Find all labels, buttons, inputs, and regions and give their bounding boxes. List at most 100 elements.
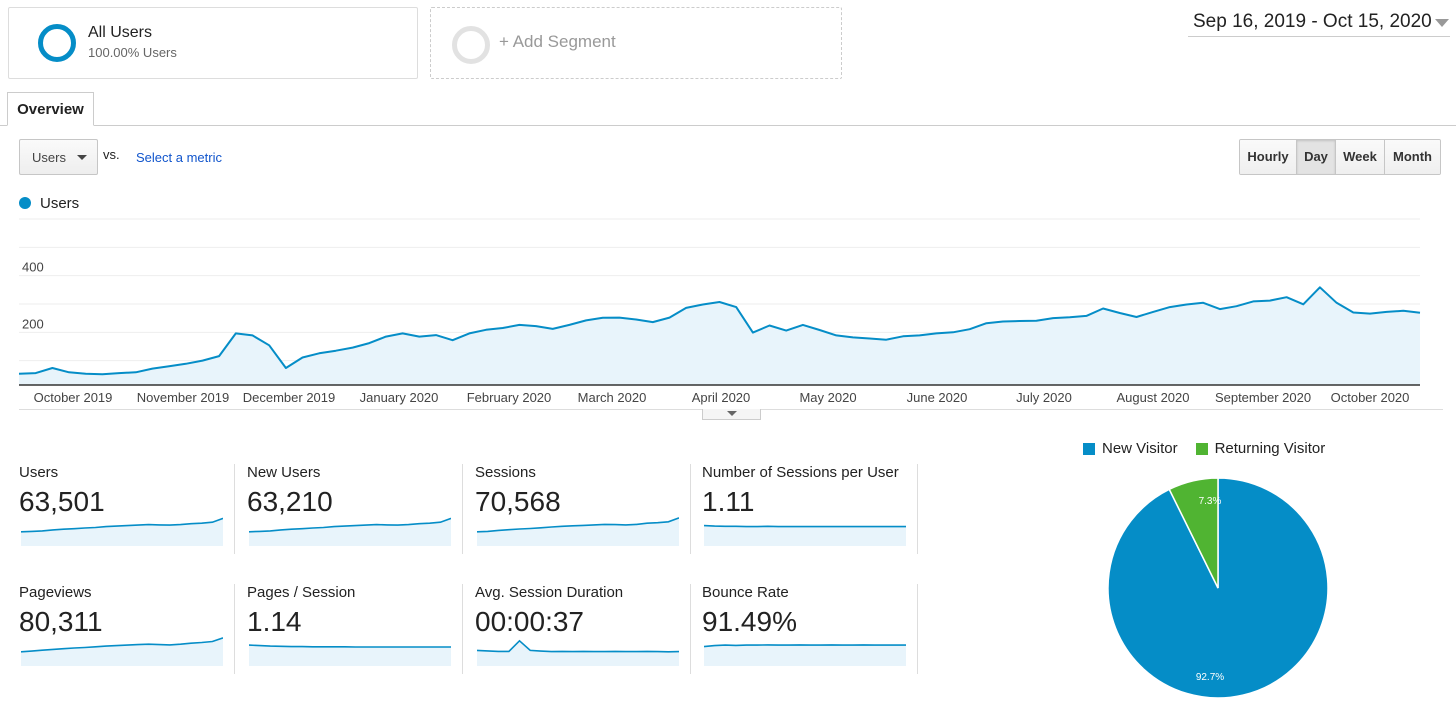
metric-tile[interactable]: Users 63,501: [19, 464, 247, 558]
metric-sparkline: [21, 637, 223, 666]
users-legend-label: Users: [40, 195, 80, 212]
tab-bar-divider: [0, 125, 1456, 126]
x-tick-label: November 2019: [137, 390, 230, 405]
empty-segment-circle-icon: [452, 26, 490, 64]
metric-sparkline: [249, 517, 451, 546]
tile-separator: [234, 584, 235, 674]
pie-legend-label: Returning Visitor: [1214, 440, 1326, 457]
metric-sparkline: [704, 644, 906, 666]
metric-tile[interactable]: Pages / Session 1.14: [247, 584, 475, 678]
x-tick-label: August 2020: [1116, 390, 1189, 405]
add-segment-button[interactable]: + Add Segment: [430, 7, 842, 79]
granularity-hourly-button[interactable]: Hourly: [1240, 140, 1296, 174]
metric-label: Users: [19, 464, 59, 481]
sparkline-area: [477, 517, 679, 546]
users-series-line: [18, 286, 1421, 376]
pie-slice-returning-visitor: [1168, 477, 1219, 589]
sparkline-area: [477, 640, 679, 666]
pie-legend: New Visitor Returning Visitor: [1083, 440, 1325, 457]
chart-y-axis: 200 400 600: [22, 215, 44, 331]
tile-separator: [462, 584, 463, 674]
chart-x-axis: October 2019 November 2019 December 2019 Ja…: [34, 390, 1410, 405]
sparkline-line: [249, 517, 451, 533]
sparkline-area: [249, 518, 451, 546]
metric-tile[interactable]: Pageviews 80,311: [19, 584, 247, 678]
granularity-week-button[interactable]: Week: [1335, 140, 1384, 174]
visitor-type-pie-chart[interactable]: 92.7% 7.3%: [1098, 470, 1338, 705]
x-tick-label: October 2020: [1331, 390, 1410, 405]
pie-legend-label: New Visitor: [1102, 440, 1178, 457]
metric-label: Sessions: [475, 464, 536, 481]
tile-separator: [917, 464, 918, 554]
metric-tile[interactable]: Bounce Rate 91.49%: [702, 584, 930, 678]
add-segment-label: + Add Segment: [499, 32, 616, 51]
metric-tile[interactable]: Number of Sessions per User 1.11: [702, 464, 930, 558]
x-tick-label: June 2020: [907, 390, 968, 405]
y-tick-label: 600: [22, 215, 44, 218]
sparkline-area: [704, 525, 906, 546]
metric-label: Avg. Session Duration: [475, 584, 624, 601]
metric-label: Pageviews: [19, 584, 92, 601]
sparkline-line: [21, 517, 223, 533]
metric-value: 1.11: [702, 486, 755, 517]
sparkline-line: [477, 517, 679, 533]
metric-sparkline: [704, 524, 906, 546]
tile-separator: [690, 584, 691, 674]
x-tick-label: February 2020: [467, 390, 552, 405]
caret-down-icon: [727, 411, 737, 416]
granularity-month-button[interactable]: Month: [1384, 140, 1440, 174]
x-tick-label: July 2020: [1016, 390, 1072, 405]
metric-tile[interactable]: New Users 63,210: [247, 464, 475, 558]
granularity-toggle: Hourly Day Week Month: [1239, 139, 1441, 175]
y-tick-label: 200: [22, 316, 44, 331]
sparkline-line: [21, 637, 223, 653]
expand-chart-handle[interactable]: [702, 409, 761, 420]
metric-tile[interactable]: Sessions 70,568: [475, 464, 703, 558]
metric-value: 63,501: [19, 486, 105, 517]
x-tick-label: January 2020: [360, 390, 439, 405]
metric-value: 91.49%: [702, 606, 797, 637]
metric-select-value: Users: [32, 150, 66, 165]
metric-sparkline: [249, 644, 451, 666]
metric-value: 00:00:37: [475, 606, 584, 637]
metric-select[interactable]: Users: [19, 139, 98, 175]
sparkline-area: [21, 518, 223, 546]
metric-sparkline: [477, 517, 679, 546]
metric-label: Number of Sessions per User: [702, 464, 899, 481]
metric-label: New Users: [247, 464, 321, 481]
metric-tile[interactable]: Avg. Session Duration 00:00:37: [475, 584, 703, 678]
x-tick-label: October 2019: [34, 390, 113, 405]
pie-label-new-visitor: 92.7%: [1196, 672, 1224, 683]
date-range-picker[interactable]: Sep 16, 2019 - Oct 15, 2020: [1188, 9, 1450, 37]
caret-down-icon: [77, 155, 87, 160]
tile-separator: [917, 584, 918, 674]
sparkline-line: [704, 644, 906, 648]
y-tick-label: 400: [22, 260, 44, 275]
tile-separator: [462, 464, 463, 554]
vs-label: vs.: [103, 147, 120, 162]
segment-circle-icon: [38, 24, 76, 62]
segment-title: All Users: [88, 24, 153, 41]
pie-label-returning-visitor: 7.3%: [1199, 496, 1222, 507]
tab-overview[interactable]: Overview: [7, 92, 94, 126]
segment-all-users[interactable]: All Users 100.00% Users: [8, 7, 418, 79]
metric-value: 63,210: [247, 486, 333, 517]
sparkline-line: [704, 524, 906, 528]
returning-visitor-swatch: [1195, 442, 1208, 455]
sparkline-line: [249, 644, 451, 648]
granularity-day-button[interactable]: Day: [1296, 140, 1335, 174]
metric-label: Bounce Rate: [702, 584, 789, 601]
sparkline-area: [249, 645, 451, 666]
metric-value: 1.14: [247, 606, 302, 637]
select-metric-link[interactable]: Select a metric: [136, 150, 222, 165]
pie-legend-new-visitor: New Visitor: [1083, 440, 1178, 457]
segment-subtitle: 100.00% Users: [88, 45, 177, 60]
users-line-chart[interactable]: 200 400 600 October 2019 November 2019 Decem…: [0, 215, 1456, 410]
x-tick-label: December 2019: [243, 390, 336, 405]
sparkline-area: [21, 637, 223, 666]
x-tick-label: April 2020: [692, 390, 751, 405]
metric-value: 80,311: [19, 606, 103, 637]
x-tick-label: May 2020: [799, 390, 856, 405]
x-tick-label: September 2020: [1215, 390, 1311, 405]
metric-label: Pages / Session: [247, 584, 356, 601]
